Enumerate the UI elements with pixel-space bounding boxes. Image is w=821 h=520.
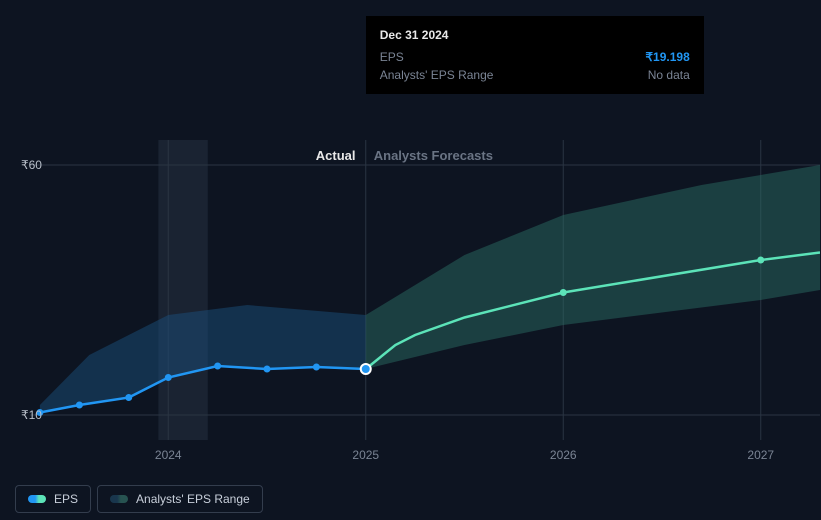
eps-chart: Dec 31 2024 EPS₹19.198Analysts' EPS Rang…: [15, 0, 805, 470]
legend: EPS Analysts' EPS Range: [15, 485, 263, 513]
legend-label: EPS: [54, 492, 78, 506]
tooltip-label: Analysts' EPS Range: [380, 66, 494, 84]
tooltip-value: ₹19.198: [645, 48, 689, 66]
range-legend[interactable]: Analysts' EPS Range: [97, 485, 263, 513]
x-axis-tick: 2026: [550, 448, 577, 462]
y-axis-tick: ₹10: [21, 408, 42, 422]
actual-section-label: Actual: [316, 148, 356, 163]
tooltip-row: Analysts' EPS Range No data: [380, 66, 690, 84]
tooltip-label: EPS: [380, 48, 404, 66]
x-axis-tick: 2024: [155, 448, 182, 462]
eps-legend[interactable]: EPS: [15, 485, 91, 513]
legend-label: Analysts' EPS Range: [136, 492, 250, 506]
x-axis-tick: 2025: [352, 448, 379, 462]
tooltip-value: No data: [648, 66, 690, 84]
forecast-section-label: Analysts Forecasts: [374, 148, 493, 163]
tooltip-row: EPS ₹19.198: [380, 48, 690, 66]
x-axis-tick: 2027: [747, 448, 774, 462]
legend-swatch-icon: [28, 495, 46, 503]
y-axis-tick: ₹60: [21, 158, 42, 172]
tooltip-date: Dec 31 2024: [380, 26, 690, 44]
legend-swatch-icon: [110, 495, 128, 503]
chart-tooltip: Dec 31 2024 EPS₹19.198Analysts' EPS Rang…: [366, 16, 704, 94]
